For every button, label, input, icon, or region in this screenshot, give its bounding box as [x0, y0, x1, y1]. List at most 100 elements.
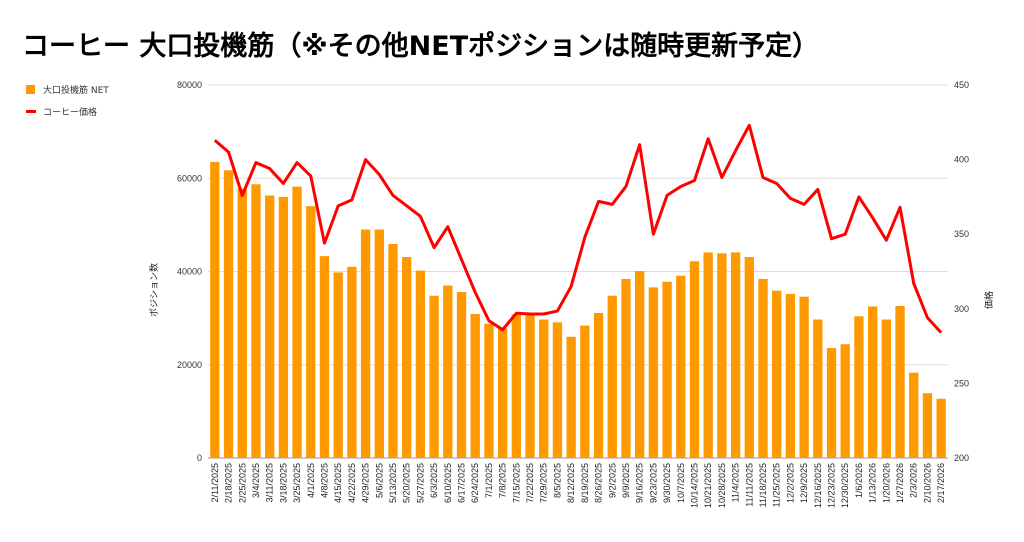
y-tick-right: 350: [954, 229, 969, 239]
chart-title: コーヒー 大口投機筋（※その他NETポジションは随時更新予定）: [22, 31, 820, 62]
x-tick-label: 2/10/2026: [922, 463, 932, 503]
legend-swatch-bar: [26, 84, 35, 94]
x-tick-label: 1/13/2026: [868, 463, 878, 503]
x-tick-label: 9/30/2025: [662, 463, 672, 503]
x-tick-label: 11/18/2025: [758, 463, 768, 507]
x-tick-label: 8/19/2025: [580, 463, 590, 503]
x-tick-label: 7/15/2025: [511, 463, 521, 503]
bar: [717, 253, 727, 458]
bar: [854, 316, 864, 458]
x-tick-label: 9/16/2025: [635, 463, 645, 503]
bar: [936, 398, 946, 458]
bar: [689, 261, 700, 458]
bar: [648, 287, 659, 458]
x-tick-label: 2/3/2026: [909, 463, 919, 498]
x-tick-label: 10/28/2025: [717, 463, 727, 508]
x-tick-label: 11/11/2025: [744, 463, 754, 507]
x-tick-label: 9/23/2025: [648, 463, 658, 503]
bar: [223, 170, 234, 459]
bar: [580, 325, 590, 458]
y-tick-right: 450: [954, 80, 969, 90]
x-tick-label: 4/29/2025: [361, 463, 371, 503]
bar: [429, 295, 439, 458]
x-tick-label: 4/15/2025: [333, 463, 343, 503]
x-tick-label: 12/23/2025: [827, 463, 837, 508]
x-tick-label: 6/17/2025: [457, 463, 467, 503]
x-tick-label: 9/9/2025: [621, 463, 631, 498]
x-tick-label: 10/21/2025: [703, 463, 713, 508]
x-tick-label: 6/10/2025: [443, 463, 453, 503]
y-axis-title-left: ポジション数: [148, 263, 159, 317]
x-tick-label: 6/24/2025: [470, 463, 480, 503]
bar: [772, 290, 782, 458]
bar: [456, 292, 467, 458]
bar: [415, 270, 426, 458]
bar: [813, 319, 823, 458]
bar: [374, 229, 384, 458]
x-tick-label: 8/5/2025: [552, 463, 562, 498]
y-tick-left: 0: [197, 453, 202, 463]
bar: [593, 312, 604, 458]
bar: [840, 344, 850, 458]
x-tick-label: 7/8/2025: [498, 463, 508, 498]
bar: [292, 186, 302, 458]
x-tick-label: 12/2/2025: [785, 463, 795, 503]
x-tick-label: 2/11/2025: [210, 463, 220, 502]
bar: [662, 281, 672, 458]
y-tick-left: 60000: [177, 173, 202, 183]
x-tick-label: 8/26/2025: [594, 463, 604, 503]
bar: [237, 188, 247, 458]
bar: [278, 196, 289, 458]
legend-item-net: 大口投機筋 NET: [26, 78, 109, 100]
legend: 大口投機筋 NET コーヒー価格: [26, 78, 109, 122]
x-tick-label: 2/25/2025: [237, 463, 247, 503]
bar: [251, 184, 261, 458]
y-tick-left: 40000: [177, 267, 202, 277]
x-tick-label: 7/29/2025: [539, 463, 549, 503]
bar: [607, 295, 617, 458]
y-tick-left: 20000: [177, 360, 202, 370]
x-tick-label: 10/7/2025: [676, 463, 686, 503]
bar: [539, 319, 549, 458]
x-tick-label: 5/13/2025: [388, 463, 398, 503]
x-tick-label: 4/22/2025: [347, 463, 357, 503]
x-tick-label: 3/25/2025: [292, 463, 302, 503]
x-tick-label: 2/18/2025: [224, 463, 234, 503]
y-axis-title-right: 価格: [983, 291, 994, 309]
legend-item-price: コーヒー価格: [26, 100, 109, 122]
x-tick-label: 11/25/2025: [772, 463, 782, 507]
y-tick-right: 250: [954, 378, 969, 388]
bar: [676, 275, 686, 458]
bar: [306, 206, 316, 458]
legend-label: 大口投機筋 NET: [43, 85, 109, 96]
bar: [730, 252, 741, 458]
x-tick-label: 5/27/2025: [415, 463, 425, 503]
x-tick-label: 4/1/2025: [306, 463, 316, 498]
y-tick-right: 200: [954, 453, 969, 463]
y-tick-right: 400: [954, 155, 969, 165]
bar: [210, 161, 220, 458]
price-line: [213, 123, 943, 334]
x-tick-label: 1/20/2026: [881, 463, 891, 503]
x-tick-label: 8/12/2025: [566, 463, 576, 503]
bar: [867, 306, 878, 458]
x-tick-label: 12/9/2025: [799, 463, 809, 503]
x-tick-label: 12/30/2025: [840, 463, 850, 508]
x-tick-label: 12/16/2025: [813, 463, 823, 508]
y-tick-right: 300: [954, 304, 969, 314]
bar: [511, 314, 521, 458]
bar: [909, 372, 919, 458]
bar: [402, 257, 412, 458]
bar: [319, 256, 330, 458]
legend-label: コーヒー価格: [43, 107, 98, 118]
bar: [621, 278, 631, 458]
bar: [895, 306, 905, 458]
bar: [388, 243, 398, 458]
y-tick-left: 80000: [177, 80, 202, 90]
x-tick-label: 6/3/2025: [429, 463, 439, 498]
bar: [443, 285, 453, 458]
legend-swatch-line: [26, 109, 36, 113]
bar: [484, 323, 494, 458]
x-tick-label: 5/6/2025: [374, 463, 384, 498]
